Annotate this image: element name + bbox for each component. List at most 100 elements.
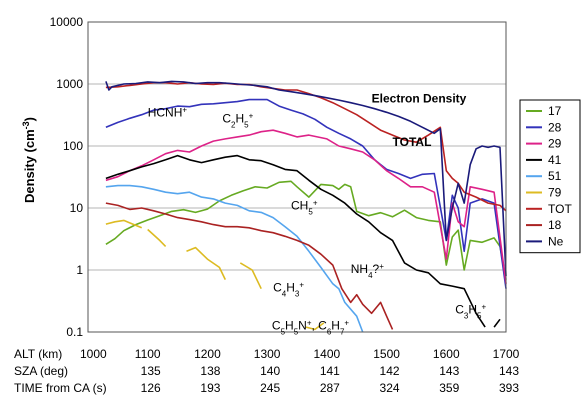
annotation-part: 3 — [464, 311, 469, 320]
y-tick-label: 1000 — [56, 77, 83, 91]
annotation-part: + — [379, 261, 384, 270]
annotation-part: 2 — [231, 120, 236, 129]
annotation-part: 5 — [477, 311, 482, 320]
annotation-part: H — [285, 318, 294, 332]
x-tick-label: 1600 — [433, 347, 460, 361]
x-tick-label: 1500 — [373, 347, 400, 361]
x-tick-label: 359 — [439, 381, 459, 395]
plot-frame — [87, 21, 507, 333]
series-79-line — [147, 228, 167, 247]
x-row-label: ALT (km) — [14, 347, 62, 361]
legend-label-18: 18 — [548, 218, 562, 232]
annotation-label: Electron Density — [372, 92, 467, 106]
legend-label-29: 29 — [548, 137, 562, 151]
legend-label-TOT: TOT — [548, 202, 572, 216]
annotation-part: + — [307, 318, 312, 327]
y-tick-label: 10000 — [50, 15, 84, 29]
annotation-part: + — [481, 302, 486, 311]
annotation-part: H — [286, 281, 295, 295]
series-Ne-line — [105, 80, 507, 277]
annotation-label: C3H5+ — [455, 302, 486, 320]
x-tick-label: 140 — [260, 364, 280, 378]
series-41-line — [105, 154, 486, 328]
annotation-part: 4 — [368, 270, 373, 279]
x-row-label: TIME from CA (s) — [14, 381, 107, 395]
legend-label-41: 41 — [548, 153, 562, 167]
annotation-part: 4 — [282, 289, 287, 298]
annotation-part: , C — [312, 318, 328, 332]
annotation-part: + — [344, 318, 349, 327]
y-axis-label: Density (cm-3) — [21, 117, 37, 203]
annotation-part: ? — [373, 262, 380, 276]
y-tick-label: 100 — [63, 139, 83, 153]
annotation-part: + — [249, 111, 254, 120]
annotation-part: N — [298, 318, 307, 332]
legend: 17 28 29 41 51 79 TOT 18 Ne — [519, 99, 581, 254]
series-17-line — [105, 180, 507, 280]
x-tick-label: 245 — [260, 381, 280, 395]
x-tick-label: 1400 — [314, 347, 341, 361]
annotation-part: C — [272, 318, 281, 332]
annotation-part: C — [222, 111, 231, 125]
annotation-part: 5 — [294, 327, 299, 336]
annotation-part: H — [468, 302, 477, 316]
legend-label-17: 17 — [548, 104, 562, 118]
series-28-line — [105, 98, 507, 289]
series-18-line — [105, 202, 394, 330]
annotation-part: NH — [351, 262, 368, 276]
annotation-label: NH4?+ — [351, 261, 384, 279]
annotation-part: + — [299, 280, 304, 289]
x-axis-rows: ALT (km) 1000 1100 1200 1300 1400 1500 1600 1700… — [14, 347, 520, 395]
x-tick-label: 142 — [380, 364, 400, 378]
annotation-part: 5 — [281, 327, 286, 336]
x-tick-label: 1700 — [493, 347, 520, 361]
series-51-line — [105, 184, 364, 333]
x-row-label: SZA (deg) — [14, 364, 68, 378]
annotation-part: + — [182, 105, 187, 114]
x-tick-label: 143 — [439, 364, 459, 378]
series-lines — [105, 80, 507, 333]
series-41-line — [493, 318, 501, 328]
series-79-line — [186, 246, 227, 280]
series-TOT-line — [105, 81, 507, 212]
y-axis-ticks: 0.1 1 10 100 1000 10000 — [50, 15, 84, 339]
annotation-label: CH5+ — [291, 198, 318, 216]
x-tick-label: 141 — [320, 364, 340, 378]
annotation-part: H — [331, 318, 340, 332]
series-79-line — [305, 322, 325, 331]
annotation-part: C — [273, 281, 282, 295]
annotation-label: C4H3+ — [273, 280, 304, 298]
x-tick-label: 324 — [380, 381, 400, 395]
series-79-line — [105, 219, 143, 229]
annotation-part: 5 — [244, 120, 249, 129]
x-tick-label: 1300 — [254, 347, 281, 361]
x-tick-label: 193 — [200, 381, 220, 395]
legend-label-28: 28 — [548, 120, 562, 134]
y-tick-label: 1 — [76, 263, 83, 277]
series-79-line — [239, 262, 262, 290]
annotation-part: 6 — [327, 327, 332, 336]
x-tick-label: 126 — [141, 381, 161, 395]
x-tick-label: 393 — [499, 381, 519, 395]
legend-label-51: 51 — [548, 169, 562, 183]
annotation-part: C — [455, 302, 464, 316]
x-tick-label: 1200 — [194, 347, 221, 361]
x-tick-label: 143 — [499, 364, 519, 378]
annotation-part: CH — [291, 198, 308, 212]
x-tick-label: 1100 — [135, 347, 161, 361]
annotation-label: C2H5+ — [222, 111, 253, 129]
annotation-part: 5 — [308, 207, 313, 216]
x-tick-label: 138 — [200, 364, 220, 378]
annotation-label: HCNH+ — [148, 105, 188, 120]
legend-label-79: 79 — [548, 186, 562, 200]
legend-label-Ne: Ne — [548, 234, 564, 248]
x-tick-label: 1000 — [80, 347, 107, 361]
annotation-part: TOTAL — [393, 135, 432, 149]
x-tick-label: 287 — [320, 381, 340, 395]
annotation-part: HCNH — [148, 105, 183, 119]
annotation-part: 7 — [340, 327, 345, 336]
y-tick-label: 10 — [70, 201, 84, 215]
annotation-label: TOTAL — [393, 135, 432, 149]
annotations: Electron DensityTOTALHCNH+C2H5+CH5+NH4?+… — [148, 92, 487, 336]
